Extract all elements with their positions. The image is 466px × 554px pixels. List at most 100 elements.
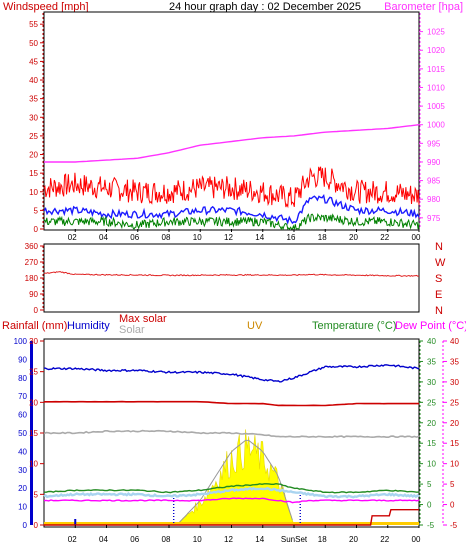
humidity-tick-label: 0 [23,521,28,530]
direction-y-tick-label: 270 [25,258,39,267]
baro-y-tick-label: 995 [427,139,441,148]
compass-label: N [435,305,443,317]
wind-x-tick-label: 10 [193,233,202,242]
humidity-tick-label: 90 [18,355,27,364]
humidity-tick-label: 40 [18,447,27,456]
light-bandline [43,486,420,499]
wind-x-tick-label: 20 [349,233,358,242]
compass-label: E [435,289,442,301]
solar-label: Solar [119,324,145,336]
dew-point-label: Dew Point (°C) [395,320,466,332]
wind-y-tick-label: 45 [29,57,38,66]
wind-x-tick-label: 22 [380,233,389,242]
rain-tick-marker [74,519,77,525]
baro-y-tick-label: 1000 [427,121,445,130]
solar-area [175,429,295,526]
dew-tick-label: 10 [450,460,459,469]
direction-y-tick-label: 360 [25,242,39,251]
wind-x-tick-label: 02 [68,233,77,242]
uv-label: UV [247,320,263,332]
temperature-tick-label: 10 [427,460,436,469]
wind-y-tick-label: 0 [34,225,39,234]
wind-y-tick-label: 25 [29,132,38,141]
baro-y-tick-label: 1005 [427,102,445,111]
humidity-tick-label: 30 [18,466,27,475]
wind-y-tick-label: 30 [29,113,38,122]
barometer-line [44,124,420,163]
compass-label: N [435,241,443,253]
wind-x-tick-label: 16 [287,233,296,242]
temperature-c-line [44,482,420,494]
wind-x-tick-label: 18 [318,233,327,242]
dew-tick-label: 35 [450,357,459,366]
bottom-x-tick-label: 18 [318,535,327,544]
wind-x-tick-label: 08 [162,233,171,242]
wind-x-tick-label: 12 [224,233,233,242]
temperature-label: Temperature (°C) [312,320,396,332]
rain-tick-label: 20 [29,398,38,407]
bottom-x-tick-label: 02 [68,535,77,544]
baro-y-tick-label: 1010 [427,83,445,92]
rain-tick-label: 15 [29,429,38,438]
temperature-tick-label: 5 [427,480,432,489]
temperature-tick-label: 25 [427,398,436,407]
dew-tick-label: 30 [450,378,459,387]
direction-y-tick-label: 90 [29,290,38,299]
wind-x-tick-label: 04 [99,233,108,242]
chart-title: 24 hour graph day : 02 December 2025 [169,1,361,13]
baro-y-tick-label: 985 [427,177,441,186]
wind-x-tick-label: 00 [412,233,421,242]
wind-y-tick-label: 5 [34,206,39,215]
direction-line [43,271,420,277]
humidity-axis-bar [30,341,33,525]
sunset-label: SunSet [281,535,308,544]
baro-y-tick-label: 975 [427,214,441,223]
temperature-tick-label: -5 [427,521,435,530]
wind-y-tick-label: 10 [29,188,38,197]
temperature-tick-label: 20 [427,419,436,428]
wind-gust-line [43,166,420,209]
bottom-x-tick-label: 22 [380,535,389,544]
bottom-x-tick-label: 06 [130,535,139,544]
humidity-tick-label: 10 [18,503,27,512]
direction-y-tick-label: 0 [34,306,39,315]
baro-y-tick-label: 990 [427,158,441,167]
daylight-band [44,522,419,525]
windspeed-axis-label: Windspeed [mph] [3,1,89,13]
bottom-x-tick-label: 04 [99,535,108,544]
humidity-tick-label: 70 [18,392,27,401]
wind-average-line [43,193,420,225]
humidity-tick-label: 50 [18,429,27,438]
max-solar-arc [176,439,293,526]
direction-y-tick-label: 180 [25,274,39,283]
bottom-x-tick-label: 12 [224,535,233,544]
compass-label: S [435,273,442,285]
temperature-tick-label: 15 [427,439,436,448]
bottom-x-tick-label: 20 [349,535,358,544]
humidity-label: Humidity [67,320,110,332]
baro-y-tick-label: 980 [427,195,441,204]
wind-y-tick-label: 15 [29,169,38,178]
temperature-tick-label: 40 [427,337,436,346]
bottom-x-tick-label: 00 [412,535,421,544]
humidity-tick-label: 80 [18,374,27,383]
solarline [43,429,420,439]
dew-tick-label: 15 [450,439,459,448]
humidity-tick-label: 60 [18,411,27,420]
wind-y-tick-label: 35 [29,95,38,104]
rain-tick-label: 30 [29,337,38,346]
temperature-tick-label: 0 [427,501,432,510]
dew-tick-label: 5 [450,480,455,489]
bottom-x-tick-label: 08 [162,535,171,544]
dew-tick-label: 25 [450,398,459,407]
wind-lull-line [43,213,420,231]
dew-point-c-line [43,497,420,504]
wind-x-tick-label: 14 [255,233,264,242]
dew-tick-label: 40 [450,337,459,346]
barometer-axis-label: Barometer [hpa] [384,1,463,13]
wind-y-tick-label: 40 [29,76,38,85]
humidityline [43,364,420,383]
wind-y-tick-label: 50 [29,39,38,48]
